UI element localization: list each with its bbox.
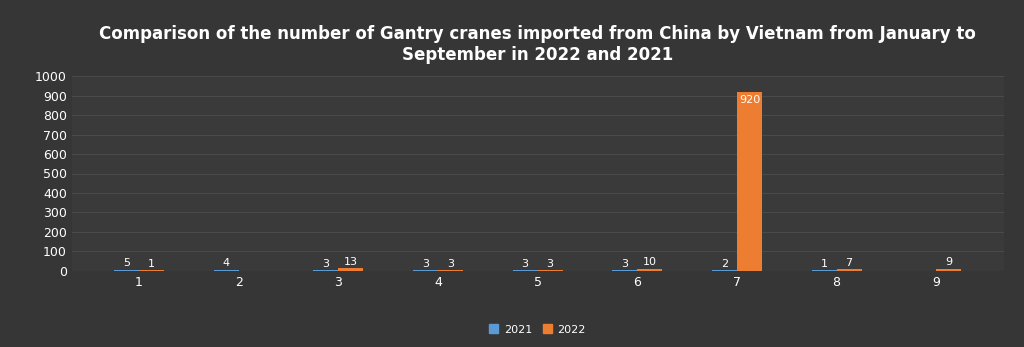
Title: Comparison of the number of Gantry cranes imported from China by Vietnam from Ja: Comparison of the number of Gantry crane… xyxy=(99,25,976,64)
Text: 1: 1 xyxy=(147,259,155,269)
Text: 4: 4 xyxy=(222,258,229,268)
Bar xyxy=(338,268,364,271)
Bar xyxy=(637,269,663,271)
Bar xyxy=(538,270,562,271)
Text: 3: 3 xyxy=(446,259,454,269)
Text: 7: 7 xyxy=(846,258,853,268)
Bar xyxy=(936,269,962,271)
Bar xyxy=(837,269,861,271)
Bar xyxy=(737,92,762,271)
Bar xyxy=(214,270,239,271)
Text: 1: 1 xyxy=(820,259,827,269)
Text: 3: 3 xyxy=(547,259,554,269)
Text: 3: 3 xyxy=(422,259,429,269)
Bar xyxy=(712,270,737,271)
Text: 920: 920 xyxy=(738,95,760,105)
Text: 3: 3 xyxy=(622,259,629,269)
Bar xyxy=(114,270,139,271)
Text: 3: 3 xyxy=(521,259,528,269)
Text: 9: 9 xyxy=(945,257,952,267)
Bar xyxy=(413,270,438,271)
Text: 2: 2 xyxy=(721,259,728,269)
Text: 3: 3 xyxy=(323,259,330,269)
Legend: 2021, 2022: 2021, 2022 xyxy=(484,320,591,339)
Bar xyxy=(438,270,463,271)
Bar xyxy=(513,270,538,271)
Text: 5: 5 xyxy=(123,258,130,268)
Bar xyxy=(612,270,637,271)
Text: 10: 10 xyxy=(643,257,656,267)
Text: 13: 13 xyxy=(344,256,357,266)
Bar xyxy=(313,270,338,271)
